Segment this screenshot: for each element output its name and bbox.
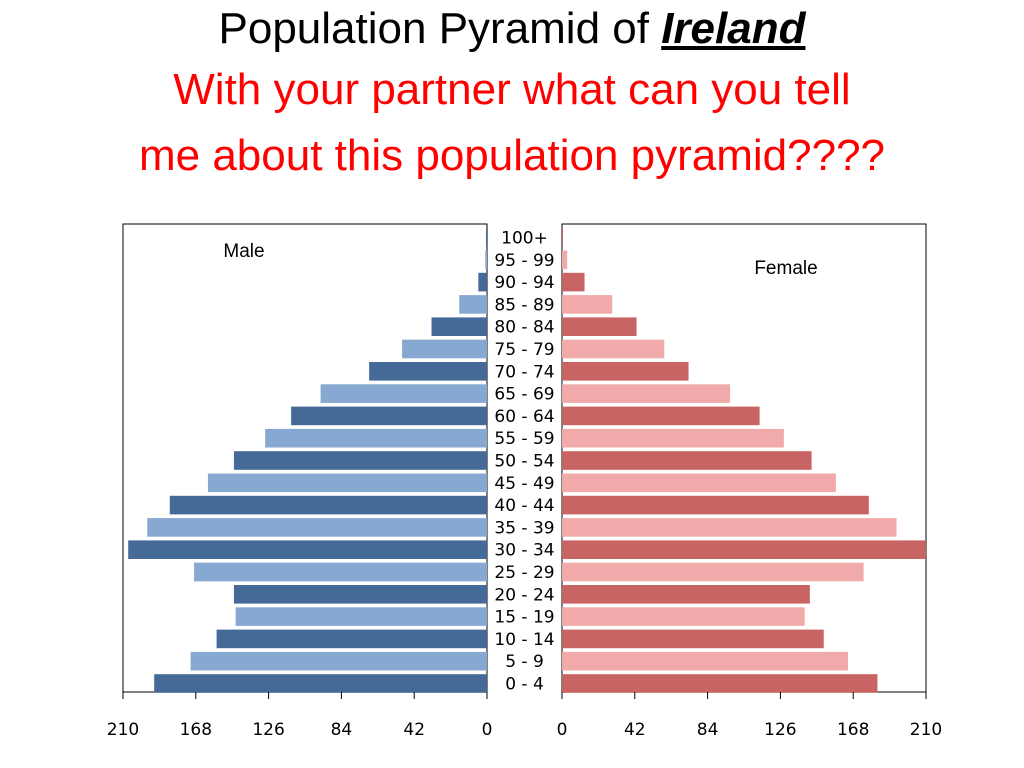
female-axis-tick-label-4: 168 bbox=[837, 720, 869, 740]
female-bar-15 bbox=[562, 339, 665, 359]
male-bar-14 bbox=[369, 362, 487, 381]
age-label-0: 0 - 4 bbox=[505, 675, 544, 695]
age-label-6: 30 - 34 bbox=[494, 541, 554, 561]
male-bar-16 bbox=[431, 317, 487, 336]
slide-title: Population Pyramid of Ireland bbox=[0, 2, 1024, 56]
male-bar-11 bbox=[265, 428, 487, 448]
age-label-17: 85 - 89 bbox=[494, 295, 554, 315]
female-bar-11 bbox=[562, 428, 784, 448]
male-bar-3 bbox=[235, 607, 487, 626]
male-bar-2 bbox=[216, 629, 487, 649]
age-label-8: 40 - 44 bbox=[494, 496, 554, 516]
male-bar-6 bbox=[128, 540, 487, 559]
female-bar-16 bbox=[562, 317, 637, 336]
age-label-11: 55 - 59 bbox=[494, 429, 554, 449]
female-bar-7 bbox=[562, 518, 897, 537]
female-bar-5 bbox=[562, 562, 864, 582]
age-label-9: 45 - 49 bbox=[494, 474, 554, 494]
male-bar-19 bbox=[485, 250, 487, 270]
age-label-19: 95 - 99 bbox=[494, 251, 554, 271]
age-label-5: 25 - 29 bbox=[494, 563, 554, 583]
age-label-4: 20 - 24 bbox=[494, 585, 554, 605]
male-bar-1 bbox=[190, 651, 487, 671]
age-label-14: 70 - 74 bbox=[494, 362, 554, 382]
female-bar-9 bbox=[562, 473, 836, 493]
male-axis-tick-label-1: 168 bbox=[180, 720, 212, 740]
prompt-line-2: me about this population pyramid???? bbox=[138, 131, 886, 180]
age-label-12: 60 - 64 bbox=[494, 407, 554, 427]
male-bar-17 bbox=[459, 295, 487, 314]
male-bar-20 bbox=[486, 228, 487, 247]
male-bar-8 bbox=[169, 495, 488, 515]
female-bar-6 bbox=[562, 540, 926, 559]
age-label-1: 5 - 9 bbox=[505, 652, 544, 672]
male-bar-18 bbox=[478, 272, 487, 292]
female-bar-4 bbox=[562, 585, 810, 604]
female-bar-13 bbox=[562, 384, 731, 403]
age-label-10: 50 - 54 bbox=[494, 452, 554, 472]
female-axis-tick-label-0: 0 bbox=[557, 720, 568, 740]
age-label-3: 15 - 19 bbox=[494, 608, 554, 628]
female-bar-17 bbox=[562, 295, 613, 314]
female-axis-tick-label-5: 210 bbox=[910, 720, 942, 740]
male-bar-0 bbox=[154, 674, 487, 693]
title-prefix: Population Pyramid of bbox=[218, 4, 662, 53]
age-label-15: 75 - 79 bbox=[494, 340, 554, 360]
male-bar-4 bbox=[233, 585, 487, 604]
male-axis-tick-label-3: 84 bbox=[331, 720, 353, 740]
female-bar-19 bbox=[562, 250, 568, 270]
female-label: Female bbox=[754, 258, 817, 279]
male-bar-10 bbox=[233, 451, 487, 470]
male-bar-5 bbox=[194, 562, 488, 582]
female-bar-12 bbox=[562, 406, 760, 426]
male-bar-12 bbox=[291, 406, 487, 426]
male-axis-tick-label-2: 126 bbox=[252, 720, 284, 740]
male-axis-tick-label-4: 42 bbox=[403, 720, 425, 740]
female-bar-18 bbox=[562, 272, 585, 292]
female-bar-14 bbox=[562, 362, 689, 381]
female-bar-20 bbox=[562, 228, 563, 247]
female-bar-8 bbox=[562, 495, 869, 515]
title-country: Ireland bbox=[661, 4, 806, 53]
age-label-16: 80 - 84 bbox=[494, 318, 554, 338]
male-axis-tick-label-0: 210 bbox=[107, 720, 139, 740]
female-bar-3 bbox=[562, 607, 805, 626]
female-bar-2 bbox=[562, 629, 824, 649]
male-bar-9 bbox=[207, 473, 487, 493]
female-bar-1 bbox=[562, 651, 848, 671]
female-bar-0 bbox=[562, 674, 878, 693]
male-axis-tick-label-5: 0 bbox=[482, 720, 493, 740]
male-bar-13 bbox=[320, 384, 487, 403]
age-label-13: 65 - 69 bbox=[494, 385, 554, 405]
female-bar-10 bbox=[562, 451, 812, 470]
age-label-7: 35 - 39 bbox=[494, 518, 554, 538]
female-axis-tick-label-1: 42 bbox=[624, 720, 646, 740]
female-axis-tick-label-3: 126 bbox=[764, 720, 796, 740]
age-label-2: 10 - 14 bbox=[494, 630, 554, 650]
male-label: Male bbox=[223, 241, 264, 262]
female-axis-tick-label-2: 84 bbox=[697, 720, 719, 740]
slide-title-block: Population Pyramid of Ireland With your … bbox=[0, 0, 1024, 190]
age-label-18: 90 - 94 bbox=[494, 273, 554, 293]
prompt-line-1: With your partner what can you tell bbox=[173, 65, 851, 114]
age-label-20: 100+ bbox=[501, 229, 548, 249]
male-bar-15 bbox=[402, 339, 487, 359]
male-bar-7 bbox=[147, 518, 487, 537]
